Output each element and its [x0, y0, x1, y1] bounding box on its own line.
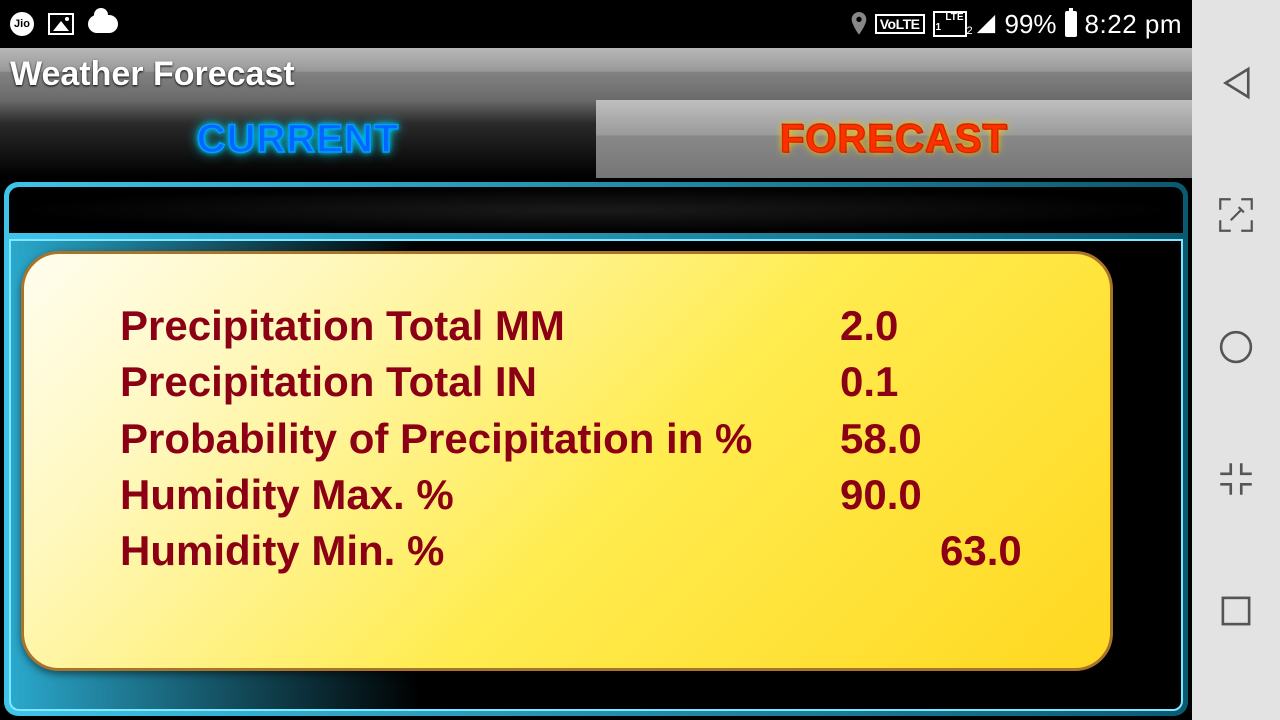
content-area: Precipitation Total MM 2.0 Precipitation… [0, 178, 1192, 720]
data-value: 0.1 [840, 354, 898, 410]
data-label: Precipitation Total IN [120, 354, 840, 410]
battery-icon [1065, 11, 1077, 37]
exit-fullscreen-icon[interactable] [1211, 454, 1261, 504]
statusbar-right: VoLTE LTE 1 2 99% 8:22 pm [851, 9, 1182, 40]
data-label: Precipitation Total MM [120, 298, 840, 354]
lte-sim-icon: LTE 1 [933, 11, 967, 37]
panel-header-strip [9, 187, 1183, 233]
system-nav-bar [1192, 0, 1280, 720]
data-value: 63.0 [840, 523, 1022, 579]
battery-percent: 99% [1005, 9, 1057, 40]
android-status-bar: Jio VoLTE LTE 1 2 99% 8:22 pm [0, 0, 1192, 48]
nav-back-button[interactable] [1211, 58, 1261, 108]
device-screen: Jio VoLTE LTE 1 2 99% 8:22 pm Weather Fo… [0, 0, 1192, 720]
data-row: Probability of Precipitation in % 58.0 [120, 411, 1020, 467]
nav-home-button[interactable] [1211, 322, 1261, 372]
data-label: Humidity Max. % [120, 467, 840, 523]
statusbar-left: Jio [10, 12, 118, 36]
tab-bar: CURRENT FORECAST [0, 100, 1192, 178]
panel-outer: Precipitation Total MM 2.0 Precipitation… [4, 182, 1188, 716]
data-value: 90.0 [840, 467, 922, 523]
data-value: 58.0 [840, 411, 922, 467]
panel-body[interactable]: Precipitation Total MM 2.0 Precipitation… [9, 239, 1183, 711]
gallery-icon [48, 13, 74, 35]
signal-icon: 2 [975, 13, 997, 35]
data-label: Humidity Min. % [120, 523, 840, 579]
clock: 8:22 pm [1085, 9, 1182, 40]
data-value: 2.0 [840, 298, 898, 354]
cloud-icon [88, 15, 118, 33]
app-title: Weather Forecast [10, 55, 295, 94]
data-row: Precipitation Total MM 2.0 [120, 298, 1020, 354]
nav-recent-button[interactable] [1211, 586, 1261, 636]
data-row: Humidity Max. % 90.0 [120, 467, 1020, 523]
location-icon [851, 12, 867, 36]
data-label: Probability of Precipitation in % [120, 411, 840, 467]
carrier-icon: Jio [10, 12, 34, 36]
data-row: Precipitation Total IN 0.1 [120, 354, 1020, 410]
weather-data-card: Precipitation Total MM 2.0 Precipitation… [21, 251, 1113, 671]
volte-icon: VoLTE [875, 14, 925, 34]
app-title-bar: Weather Forecast [0, 48, 1192, 100]
edit-fullscreen-icon[interactable] [1211, 190, 1261, 240]
data-row: Humidity Min. % 63.0 [120, 523, 1020, 579]
tab-current[interactable]: CURRENT [0, 100, 596, 178]
tab-forecast[interactable]: FORECAST [596, 100, 1192, 178]
